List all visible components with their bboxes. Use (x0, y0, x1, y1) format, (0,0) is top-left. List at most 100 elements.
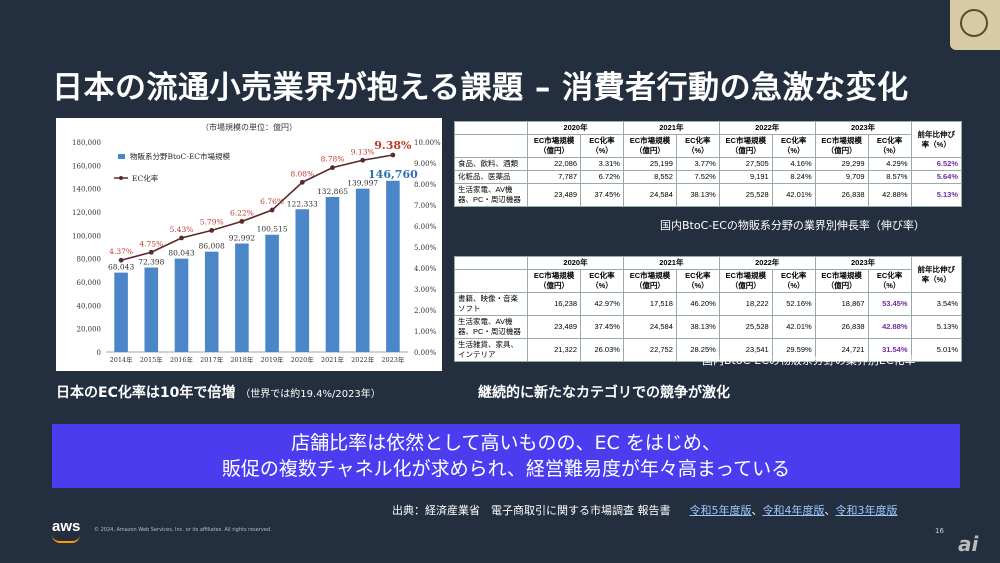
bar (265, 234, 279, 352)
table-cell: 24,721 (814, 338, 869, 362)
year-header: 2021年 (622, 256, 720, 270)
corner-cell (453, 269, 529, 293)
table-cell: 18,867 (814, 292, 869, 316)
subhead-left-note: （世界では約19.4%/2023年） (240, 389, 381, 400)
table-cell: 25,199 (622, 157, 677, 171)
corner-cell (453, 256, 529, 270)
source-link-r4[interactable]: 令和4年度版 (762, 504, 825, 517)
sub-header-size: EC市場規模（億円） (718, 134, 773, 158)
source-prefix: 出典：経済産業省 電子商取引に関する市場調査 報告書 (392, 504, 671, 517)
source-link-r5[interactable]: 令和5年度版 (689, 504, 752, 517)
table-cell: 42.01% (771, 315, 816, 339)
table-cell: 6.52% (910, 157, 963, 171)
table-cell: 9,709 (814, 170, 869, 184)
ec-rate-line (120, 154, 394, 262)
ec-rate-point (148, 249, 154, 255)
x-tick-label: 2016年 (170, 355, 194, 364)
x-tick-label: 2017年 (200, 355, 224, 364)
table-cell: 17,518 (622, 292, 677, 316)
table-cell: 4.16% (771, 157, 816, 171)
table-cell: 8.24% (771, 170, 816, 184)
table-row: 生活家電、AV機器、PC・周辺機器 23,489 37.45% 24,584 38.13… (453, 315, 963, 339)
ec-rate-label: 9.13% (351, 147, 375, 156)
table-cell: 28.25% (675, 338, 720, 362)
table-cell: 46.20% (675, 292, 720, 316)
row-label: 化粧品、医薬品 (453, 170, 529, 184)
table-cell: 22,086 (527, 157, 582, 171)
subhead-right: 継続的に新たなカテゴリでの競争が激化 (478, 385, 730, 401)
table-cell: 31.54% (867, 338, 912, 362)
ec-rate-point (299, 179, 305, 185)
x-tick-label: 2015年 (140, 355, 164, 364)
legend-bar-swatch (118, 154, 125, 159)
table-cell: 7.52% (675, 170, 720, 184)
row-label: 生活雑貨、家具、インテリア (453, 338, 529, 362)
row-label: 食品、飲料、酒類 (453, 157, 529, 171)
sub-header-size: EC市場規模（億円） (814, 134, 869, 158)
ec-rate-point (239, 218, 245, 224)
bar-value-label: 139,997 (347, 179, 378, 188)
ec-rate-label: 8.08% (290, 169, 314, 178)
bar (295, 209, 310, 352)
sub-header-size: EC市場規模（億円） (718, 269, 773, 293)
table-cell: 5.01% (910, 338, 963, 362)
bar-value-label: 100,515 (257, 225, 288, 234)
y-left-tick-label: 80,000 (77, 256, 102, 264)
table-row: 化粧品、医薬品 7,787 6.72% 8,552 7.52% 9,191 8.24% 9,7… (453, 170, 963, 184)
legend-line-label: EC化率 (132, 173, 159, 183)
year-header: 2023年 (814, 256, 912, 270)
table-cell: 26,838 (814, 183, 869, 207)
sub-header-rate: EC化率（%） (675, 269, 720, 293)
source-sep: 、 (751, 504, 763, 517)
bar (144, 267, 159, 352)
table-cell: 25,528 (718, 315, 773, 339)
table-row: 生活家電、AV機器、PC・周辺機器 23,489 37.45% 24,584 38.13… (453, 183, 963, 207)
table-cell: 9,191 (718, 170, 773, 184)
table-cell: 8,552 (622, 170, 677, 184)
table-cell: 4.29% (867, 157, 912, 171)
ec-rate-point (209, 228, 215, 233)
ec-rate-point (118, 257, 124, 263)
aws-smile-icon (52, 535, 80, 543)
banner-line-1: 店舗比率は依然として高いものの、EC をはじめ、 (291, 432, 721, 454)
bar-value-label: 132,865 (317, 187, 348, 196)
legend-bar-label: 物販系分野BtoC-EC市場規模 (130, 151, 231, 161)
bar-value-label: 72,398 (138, 258, 164, 267)
corner-cell (453, 134, 529, 158)
table-cell: 26,838 (814, 315, 869, 339)
source-link-r3[interactable]: 令和3年度版 (835, 504, 898, 517)
table-cell: 27,505 (718, 157, 773, 171)
table-cell: 42.88% (867, 183, 912, 207)
ec-rate-point (390, 152, 396, 158)
y-left-tick-label: 40,000 (77, 302, 102, 310)
year-header: 2020年 (527, 121, 624, 135)
source-sep: 、 (824, 504, 836, 517)
subhead-left-text: 日本のEC化率は10年で倍増 (56, 385, 236, 401)
table-cell: 5.13% (910, 315, 963, 339)
bar-value-label: 92,992 (229, 234, 255, 243)
year-header: 2022年 (718, 121, 816, 135)
y-left-tick-label: 160,000 (72, 162, 101, 170)
sub-header-rate: EC化率（%） (580, 134, 624, 158)
row-label: 書籍、映像・音楽ソフト (453, 292, 529, 316)
table-cell: 8.57% (867, 170, 912, 184)
table-cell: 23,489 (527, 183, 582, 207)
page-number: 16 (935, 527, 944, 535)
legend-line-marker (119, 176, 123, 180)
y-right-tick-label: 0.00% (414, 349, 437, 357)
ec-rate-point (269, 207, 275, 213)
bar (386, 180, 400, 352)
bar-value-label: 80,043 (168, 249, 194, 258)
bar (174, 258, 189, 352)
y-right-tick-label: 10.00% (414, 139, 441, 147)
table-cell: 42.01% (771, 183, 816, 207)
y-right-tick-label: 7.00% (414, 202, 437, 210)
y-right-tick-label: 1.00% (414, 328, 437, 336)
corner-cell (453, 121, 529, 135)
bar (325, 196, 340, 352)
sub-header-rate: EC化率（%） (867, 269, 912, 293)
table-cell: 37.45% (580, 183, 624, 207)
y-right-tick-label: 3.00% (414, 286, 437, 294)
year-header: 2021年 (622, 121, 720, 135)
x-tick-label: 2022年 (351, 355, 375, 364)
